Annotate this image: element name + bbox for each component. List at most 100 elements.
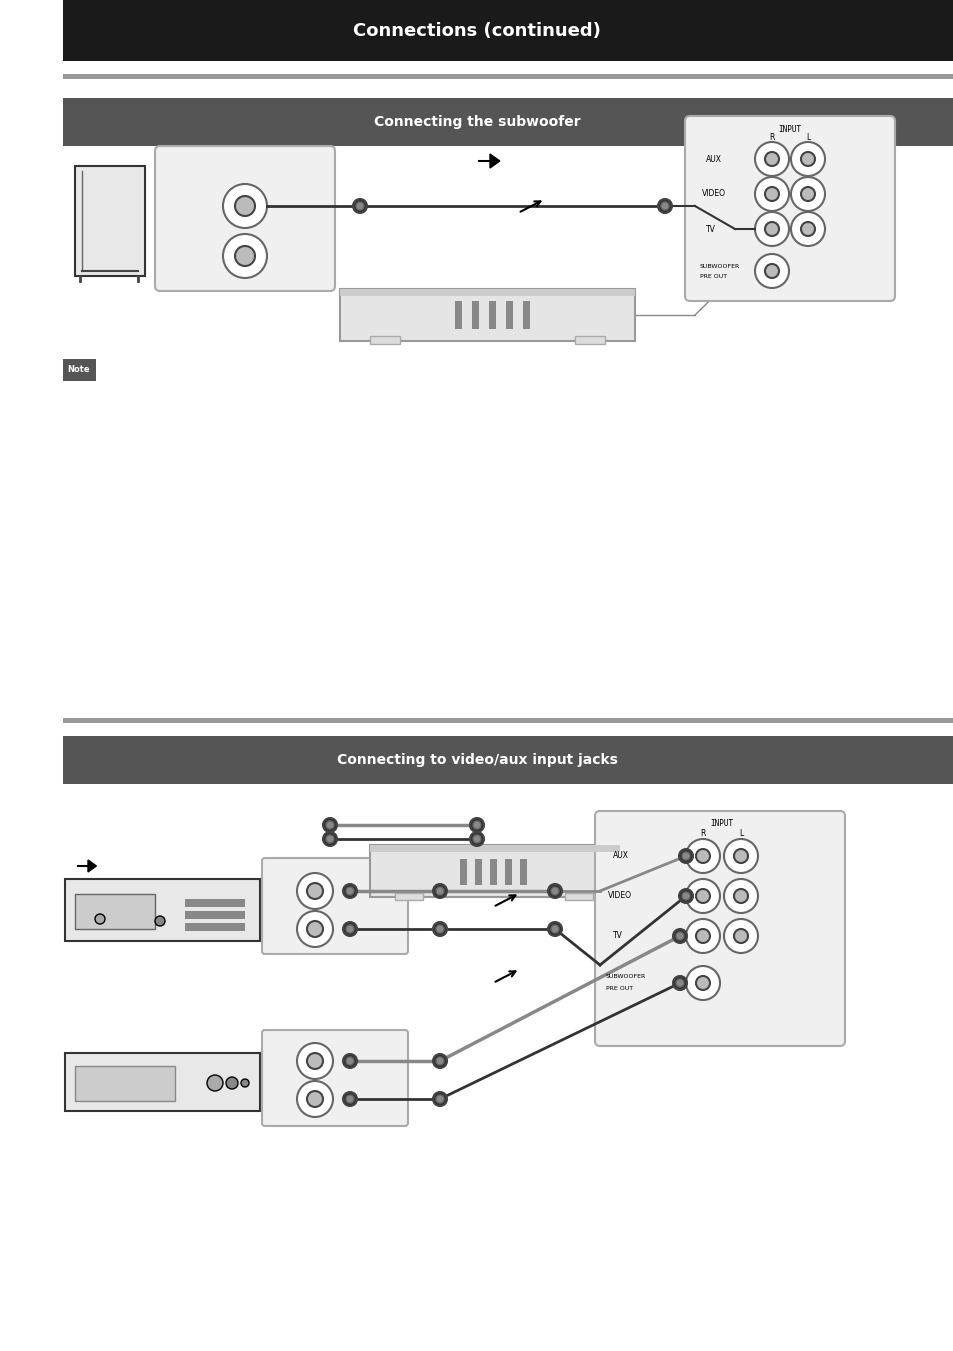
FancyBboxPatch shape <box>262 1029 408 1125</box>
Circle shape <box>679 848 692 863</box>
Bar <box>395 893 422 900</box>
Circle shape <box>723 839 758 873</box>
Text: SUBWOOFER: SUBWOOFER <box>605 974 645 979</box>
Circle shape <box>790 177 824 211</box>
Circle shape <box>685 966 720 1000</box>
Circle shape <box>433 884 447 898</box>
Circle shape <box>343 1092 356 1106</box>
Bar <box>63 99 953 146</box>
FancyBboxPatch shape <box>595 811 844 1046</box>
Circle shape <box>436 1096 443 1102</box>
Text: L: L <box>739 828 742 838</box>
Circle shape <box>234 246 254 266</box>
Circle shape <box>790 212 824 246</box>
Circle shape <box>685 919 720 952</box>
Bar <box>75 894 154 929</box>
Circle shape <box>343 884 356 898</box>
Circle shape <box>433 1092 447 1106</box>
Circle shape <box>326 835 334 843</box>
Bar <box>185 923 245 931</box>
Bar <box>472 301 478 330</box>
Circle shape <box>307 921 323 938</box>
Circle shape <box>696 889 709 902</box>
Bar <box>65 880 260 942</box>
Circle shape <box>754 177 788 211</box>
Bar <box>519 859 526 885</box>
Circle shape <box>241 1079 249 1088</box>
Circle shape <box>95 915 105 924</box>
Circle shape <box>764 263 779 278</box>
Circle shape <box>547 884 561 898</box>
Bar <box>489 301 496 330</box>
Bar <box>63 359 96 381</box>
Text: R: R <box>768 134 774 142</box>
Circle shape <box>733 889 747 902</box>
Circle shape <box>470 817 483 832</box>
Circle shape <box>436 1056 443 1065</box>
Circle shape <box>207 1075 223 1092</box>
Bar <box>63 717 953 723</box>
Text: VIDEO: VIDEO <box>701 189 725 199</box>
FancyBboxPatch shape <box>154 146 335 290</box>
Text: VIDEO: VIDEO <box>607 892 631 901</box>
Bar <box>459 859 467 885</box>
Text: R: R <box>700 828 705 838</box>
Bar <box>475 859 481 885</box>
Bar <box>339 289 635 340</box>
Text: Connecting the subwoofer: Connecting the subwoofer <box>374 115 579 128</box>
Circle shape <box>723 919 758 952</box>
Circle shape <box>764 153 779 166</box>
Text: Connecting to video/aux input jacks: Connecting to video/aux input jacks <box>336 753 617 767</box>
Circle shape <box>733 848 747 863</box>
Circle shape <box>226 1077 237 1089</box>
Circle shape <box>754 254 788 288</box>
Circle shape <box>296 1043 333 1079</box>
Circle shape <box>296 873 333 909</box>
Circle shape <box>223 234 267 278</box>
Circle shape <box>307 884 323 898</box>
Text: L: L <box>805 134 809 142</box>
Bar <box>505 301 513 330</box>
Circle shape <box>323 832 336 846</box>
Bar <box>370 844 619 852</box>
Circle shape <box>346 888 354 894</box>
Circle shape <box>764 222 779 236</box>
Circle shape <box>660 203 668 209</box>
Circle shape <box>733 929 747 943</box>
Text: TV: TV <box>613 931 622 940</box>
Text: PRE OUT: PRE OUT <box>605 986 633 992</box>
Text: Note: Note <box>68 366 91 374</box>
Bar <box>370 336 399 345</box>
Bar <box>75 166 145 276</box>
Circle shape <box>754 142 788 176</box>
Bar <box>339 289 635 296</box>
Circle shape <box>355 203 364 209</box>
Text: INPUT: INPUT <box>778 124 801 134</box>
Bar <box>490 859 497 885</box>
Circle shape <box>801 186 814 201</box>
Circle shape <box>436 888 443 894</box>
Circle shape <box>658 199 671 213</box>
Bar <box>370 844 619 897</box>
Circle shape <box>433 921 447 936</box>
Circle shape <box>764 186 779 201</box>
Circle shape <box>681 852 689 861</box>
Circle shape <box>296 1081 333 1117</box>
Circle shape <box>436 925 443 934</box>
Bar <box>63 736 953 784</box>
Circle shape <box>696 929 709 943</box>
Circle shape <box>346 1096 354 1102</box>
Text: TV: TV <box>705 224 715 234</box>
Circle shape <box>547 921 561 936</box>
FancyBboxPatch shape <box>262 858 408 954</box>
Bar <box>75 1066 174 1101</box>
Text: PRE OUT: PRE OUT <box>700 273 726 278</box>
Circle shape <box>801 153 814 166</box>
Circle shape <box>801 222 814 236</box>
Circle shape <box>346 1056 354 1065</box>
Polygon shape <box>490 154 499 168</box>
Circle shape <box>672 975 686 990</box>
Circle shape <box>223 184 267 228</box>
Text: AUX: AUX <box>613 851 628 861</box>
Circle shape <box>343 921 356 936</box>
